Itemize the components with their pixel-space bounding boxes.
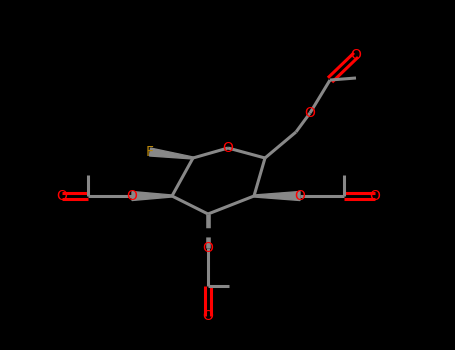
Text: O: O <box>350 48 361 62</box>
Text: O: O <box>294 189 305 203</box>
Text: O: O <box>202 241 213 255</box>
Text: O: O <box>369 189 380 203</box>
Polygon shape <box>132 191 172 201</box>
Text: O: O <box>126 189 137 203</box>
Text: O: O <box>222 141 233 155</box>
Polygon shape <box>149 148 193 159</box>
Text: F: F <box>146 145 154 159</box>
Polygon shape <box>254 191 300 201</box>
Text: O: O <box>304 106 315 120</box>
Text: O: O <box>56 189 67 203</box>
Text: O: O <box>202 309 213 323</box>
